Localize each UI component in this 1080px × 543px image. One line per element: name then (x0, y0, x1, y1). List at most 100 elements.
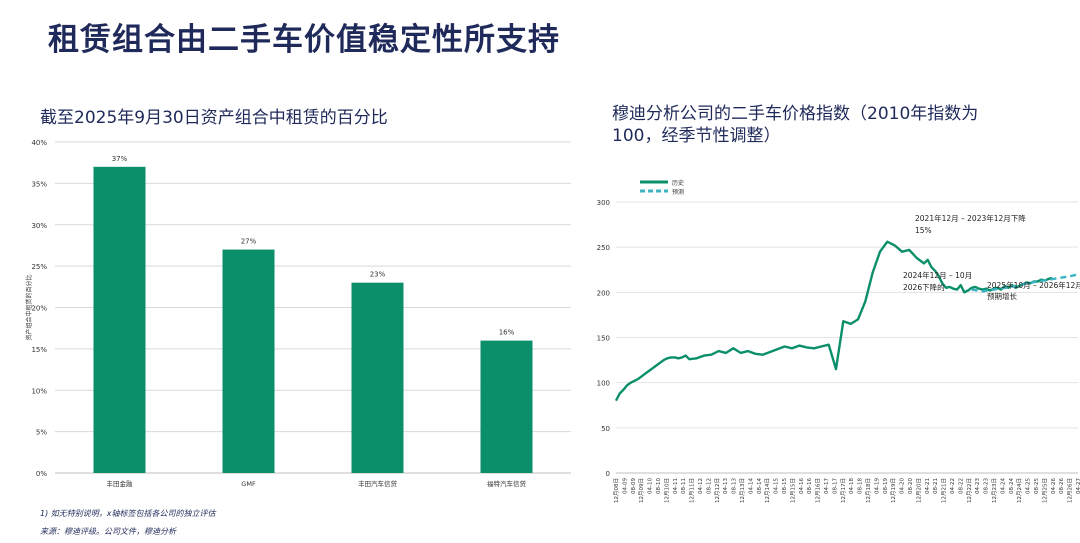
x-tick-label: 04-20 (900, 478, 906, 494)
x-tick-label: 12月11日 (689, 478, 696, 503)
y-tick-label: 15% (31, 346, 47, 354)
x-tick-label: 08-09 (631, 478, 637, 494)
x-tick-label: 12月21日 (941, 478, 948, 503)
x-tick-label: 04-25 (1026, 478, 1032, 494)
x-tick-label: 08-24 (1009, 478, 1015, 494)
x-tick-label: 04-09 (622, 478, 628, 494)
footnote: 1) 如无特别说明，x轴标签包括各公司的独立评估 (40, 509, 216, 518)
x-tick-label: 04-22 (950, 478, 956, 494)
x-tick-label: 04-21 (925, 478, 931, 494)
y-tick-label: 250 (597, 244, 610, 252)
x-tick-label: 12月18日 (865, 478, 872, 503)
annotation-label: 预期增长 (987, 291, 1017, 301)
x-tick-label: 08-25 (1034, 478, 1040, 494)
x-tick-label: 08-16 (807, 478, 813, 494)
y-tick-label: 25% (31, 263, 47, 271)
x-tick-label: 08-22 (958, 478, 964, 494)
x-tick-label: 04-12 (698, 478, 704, 494)
x-tick-label: 12月09日 (638, 478, 645, 503)
page-title: 租赁组合由二手车价值稳定性所支持 (48, 22, 560, 58)
x-tick-label: 04-24 (1000, 478, 1006, 494)
right-chart-subtitle: 穆迪分析公司的二手车价格指数（2010年指数为100，经季节性调整） (612, 104, 979, 146)
x-tick-label: 12月24日 (1016, 478, 1023, 503)
bar (480, 340, 533, 473)
annotation-label: 2026下降的 (903, 282, 945, 292)
x-tick-label: 丰田金融 (107, 479, 134, 488)
x-tick-label: 04-26 (1051, 478, 1057, 494)
left-chart-subtitle: 截至2025年9月30日资产组合中租赁的百分比 (40, 108, 388, 128)
x-tick-label: 福特汽车信贷 (487, 479, 527, 488)
series-line-forecast (971, 273, 1079, 293)
x-tick-label: 08-12 (706, 478, 712, 494)
x-tick-label: 08-19 (883, 478, 889, 494)
x-tick-label: 12月15日 (789, 478, 796, 503)
legend-label: 预测 (672, 188, 684, 196)
x-tick-label: 04-18 (849, 478, 855, 494)
y-tick-label: 200 (597, 289, 610, 297)
bar-data-label: 16% (499, 329, 515, 337)
y-axis-label: 资产组合中租赁的百分比 (25, 274, 33, 340)
y-tick-label: 100 (597, 380, 610, 388)
x-tick-label: 08-23 (984, 478, 990, 494)
x-tick-label: 12月25日 (1041, 478, 1048, 503)
y-tick-label: 10% (31, 387, 47, 395)
x-tick-label: 04-10 (648, 478, 654, 494)
x-tick-label: 08-13 (732, 478, 738, 494)
bar (351, 282, 404, 473)
x-tick-label: GMF (241, 480, 256, 488)
annotation-label: 15% (915, 226, 932, 235)
x-tick-label: 08-15 (782, 478, 788, 494)
x-tick-label: 08-26 (1059, 478, 1065, 494)
x-tick-label: 08-21 (933, 478, 939, 494)
x-tick-label: 04-11 (673, 478, 679, 494)
y-tick-label: 300 (597, 199, 610, 207)
y-tick-label: 150 (597, 335, 610, 343)
y-tick-label: 35% (31, 180, 47, 188)
y-tick-label: 5% (36, 429, 47, 437)
lease-share-bar-chart: 0% 5% 10% 15% 20% 25% 30% 35% 40% 资产组合中租赁的百分比 37% 丰… (25, 139, 571, 488)
annotation-label: 2024年12月 – 10月 (903, 270, 972, 280)
x-tick-label: 04-16 (799, 478, 805, 494)
y-tick-label: 0 (606, 470, 610, 478)
x-tick-label: 12月08日 (613, 478, 620, 503)
y-tick-label: 50 (601, 425, 610, 433)
x-tick-label: 12月16日 (815, 478, 822, 503)
x-tick-label: 08-10 (656, 478, 662, 494)
y-tick-label: 30% (31, 222, 47, 230)
legend-label: 历史 (672, 179, 684, 187)
x-tick-label: 04-23 (975, 478, 981, 494)
x-tick-label: 12月26日 (1067, 478, 1074, 503)
y-tick-label: 20% (31, 305, 47, 313)
x-tick-label: 04-19 (874, 478, 880, 494)
annotation-label: 2021年12月 – 2023年12月下降 (915, 213, 1026, 223)
x-tick-label: 12月19日 (890, 478, 897, 503)
y-tick-label: 40% (31, 139, 47, 147)
x-tick-label: 12月20日 (915, 478, 922, 503)
x-tick-label: 04-27 (1076, 478, 1080, 494)
bar-data-label: 23% (370, 271, 386, 279)
source-note: 来源：穆迪评级。公司文件，穆迪分析 (40, 527, 176, 536)
bar-data-label: 37% (112, 155, 128, 163)
x-tick-label: 丰田汽车信贷 (358, 479, 398, 488)
x-tick-label: 12月12日 (714, 478, 721, 503)
used-car-price-index-line-chart: 0 50 100 150 200 250 300 12月08日 04-09 08-09 12月09日… (597, 179, 1080, 503)
x-tick-label: 04-15 (774, 478, 780, 494)
y-tick-label: 0% (36, 470, 47, 478)
series-line-history (614, 240, 1053, 402)
bar-data-label: 27% (241, 238, 257, 246)
x-tick-label: 12月14日 (764, 478, 771, 503)
x-tick-label: 08-17 (832, 478, 838, 494)
x-tick-label: 12月22日 (966, 478, 973, 503)
annotation-label: 2025年10月 – 2026年12月 (987, 280, 1080, 290)
x-tick-label: 12月23日 (991, 478, 998, 503)
x-tick-label: 04-14 (748, 478, 754, 494)
bar (222, 249, 275, 473)
x-tick-label: 12月17日 (840, 478, 847, 503)
x-tick-label: 12月10日 (663, 478, 670, 503)
x-tick-label: 12月13日 (739, 478, 746, 503)
bar (93, 166, 146, 473)
x-tick-label: 08-11 (681, 478, 687, 494)
x-tick-label: 04-17 (824, 478, 830, 494)
x-tick-label: 08-20 (908, 478, 914, 494)
x-tick-label: 08-18 (858, 478, 864, 494)
